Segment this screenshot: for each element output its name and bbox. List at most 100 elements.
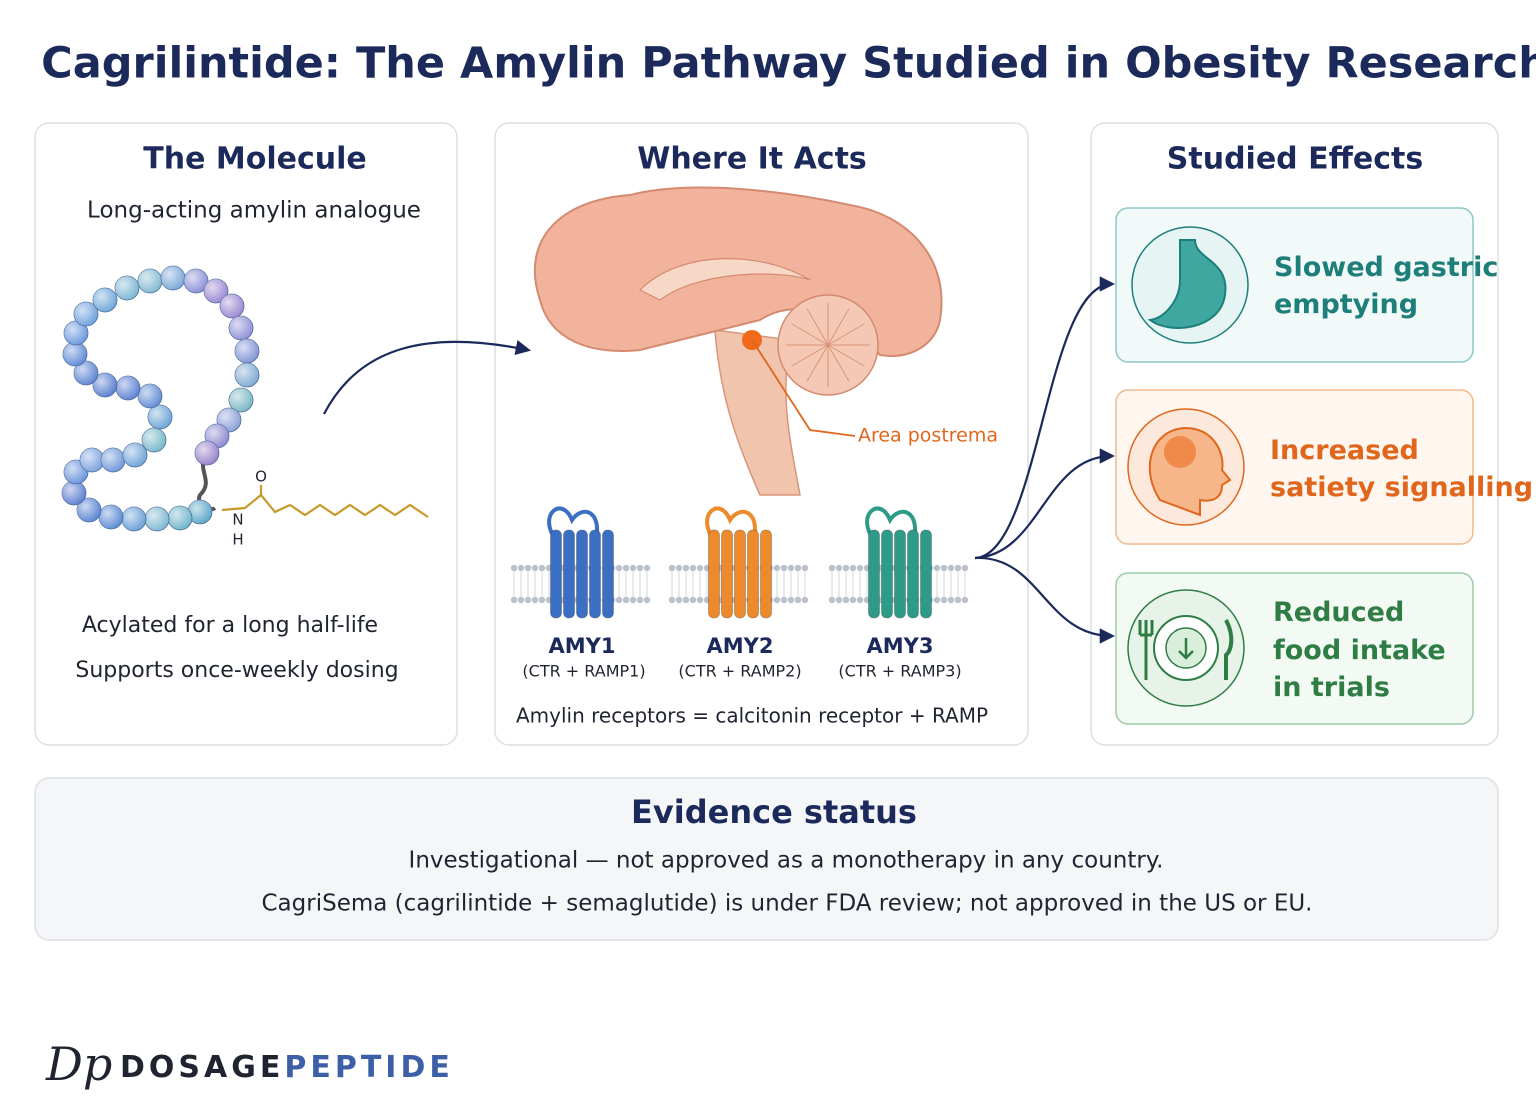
cerebellum-fold <box>827 323 865 346</box>
receptor-helix <box>550 529 562 619</box>
lipid-head <box>643 596 651 604</box>
effect-label: Slowed gastric emptying <box>1274 252 1508 320</box>
lipid-head <box>531 564 539 572</box>
brand-name: DOSAGEPEPTIDE <box>120 1050 454 1085</box>
receptor-helix <box>563 529 575 619</box>
cerebellum-fold <box>806 308 829 346</box>
lipid-head <box>696 564 704 572</box>
title: Cagrilintide: The Amylin Pathway Studied… <box>41 39 1536 89</box>
bead-shine <box>93 288 117 312</box>
bead-shine <box>161 266 185 290</box>
lipid-head <box>954 596 962 604</box>
receptor-composition: (CTR + RAMP2) <box>678 662 801 681</box>
lipid-head <box>780 564 788 572</box>
arrow <box>974 448 1116 560</box>
receptor-helix <box>708 529 720 619</box>
effect-line: in trials <box>1273 672 1390 703</box>
cerebellum-fold <box>827 344 865 367</box>
bead-shine <box>220 294 244 318</box>
lipid-head <box>675 564 683 572</box>
panel-title: Where It Acts <box>637 142 867 177</box>
atom-label: O <box>255 468 267 486</box>
lipid-head <box>682 564 690 572</box>
lipid-head <box>856 564 864 572</box>
evidence-line: CagriSema (cagrilintide + semaglutide) i… <box>262 891 1313 917</box>
panel-title: Studied Effects <box>1167 142 1423 177</box>
bead-shine <box>74 302 98 326</box>
lipid-head <box>773 596 781 604</box>
lipid-head <box>780 596 788 604</box>
lipid-head <box>696 596 704 604</box>
lipid-head <box>940 564 948 572</box>
receptor-loop <box>705 506 758 542</box>
atom-label: H <box>232 531 243 549</box>
effect-line: satiety signalling <box>1270 472 1533 503</box>
lipid-head <box>794 564 802 572</box>
receptor-loop <box>547 506 600 542</box>
lipid-head <box>636 596 644 604</box>
arrow <box>323 339 532 415</box>
lipid-head <box>636 564 644 572</box>
leader-line <box>751 339 856 437</box>
lipid-head <box>947 564 955 572</box>
receptor-name: AMY3 <box>867 634 934 658</box>
bead-shine <box>63 342 87 366</box>
receptor-loop <box>865 506 918 542</box>
lipid-head <box>510 596 518 604</box>
bead-shine <box>229 316 253 340</box>
corpus <box>638 258 811 301</box>
effect-label: Increased satiety signalling <box>1270 435 1533 503</box>
receptor-helix <box>602 529 614 619</box>
molecule-note: Supports once-weekly dosing <box>75 658 398 683</box>
receptor-helix <box>868 529 880 619</box>
bead-shine <box>80 448 104 472</box>
effect-label: Reduced food intake in trials <box>1273 597 1455 703</box>
acyl-chain <box>221 485 429 518</box>
bead-shine <box>138 269 162 293</box>
bead-shine <box>188 500 212 524</box>
lipid-head <box>940 596 948 604</box>
bead-shine <box>184 269 208 293</box>
lipid-head <box>668 564 676 572</box>
lipid-head <box>615 596 623 604</box>
down-arrow-icon <box>1178 638 1194 660</box>
fork-icon <box>1138 620 1154 680</box>
lipid-head <box>675 596 683 604</box>
lipid-head <box>801 564 809 572</box>
stomach-icon <box>1147 239 1227 329</box>
bead-shine <box>148 405 172 429</box>
lipid-head <box>954 564 962 572</box>
bead-shine <box>229 388 253 412</box>
bead-shine <box>235 363 259 387</box>
receptor-helix <box>894 529 906 619</box>
lipid-head <box>773 564 781 572</box>
receptor-helix <box>721 529 733 619</box>
bead-shine <box>64 321 88 345</box>
lipid-head <box>842 596 850 604</box>
effect-line: Slowed gastric <box>1274 252 1498 283</box>
lipid-head <box>835 564 843 572</box>
lipid-head <box>842 564 850 572</box>
bead-shine <box>168 506 192 530</box>
bead-shine <box>116 376 140 400</box>
lipid-head <box>961 596 969 604</box>
brand-part: DOSAGE <box>120 1050 284 1085</box>
effect-line: emptying <box>1274 289 1418 320</box>
panel-subtitle: Long-acting amylin analogue <box>87 198 421 224</box>
lipid-head <box>510 564 518 572</box>
molecule-note: Acylated for a long half-life <box>82 613 378 638</box>
bead-shine <box>142 428 166 452</box>
lipid-head <box>933 596 941 604</box>
lipid-head <box>622 564 630 572</box>
receptor-helix <box>907 529 919 619</box>
lipid-head <box>849 564 857 572</box>
bead-shine <box>145 507 169 531</box>
area-label: Area postrema <box>858 425 998 447</box>
receptor-helix <box>760 529 772 619</box>
lipid-head <box>961 564 969 572</box>
receptor-helix <box>920 529 932 619</box>
bead-shine <box>122 507 146 531</box>
lipid-head <box>538 564 546 572</box>
receptor-composition: (CTR + RAMP3) <box>838 662 961 681</box>
